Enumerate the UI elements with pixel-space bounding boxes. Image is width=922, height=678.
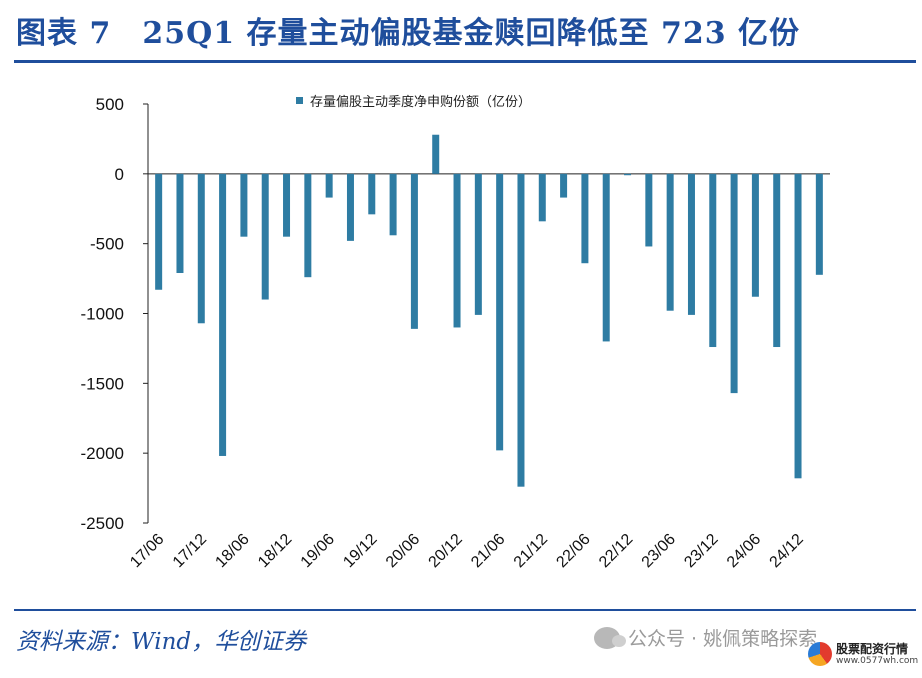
x-tick-label: 23/12 — [681, 531, 721, 571]
x-tick-label: 17/06 — [127, 531, 167, 571]
x-tick-label: 17/12 — [170, 531, 210, 571]
bar — [496, 173, 504, 451]
x-tick-label: 24/06 — [724, 531, 764, 571]
bar — [432, 134, 440, 174]
x-tick-label: 23/06 — [639, 531, 679, 571]
bar — [624, 173, 632, 176]
bar — [197, 173, 205, 324]
bar — [751, 173, 759, 297]
y-tick-label: -1500 — [81, 374, 124, 393]
logo-sub-text: www.0577wh.com — [836, 655, 919, 666]
bar — [645, 173, 653, 247]
y-tick-label: -2500 — [81, 514, 124, 533]
bar — [368, 173, 376, 215]
legend-swatch — [296, 97, 303, 104]
y-tick-label: -1000 — [81, 305, 124, 324]
x-tick-label: 18/06 — [212, 531, 252, 571]
bar — [560, 173, 568, 198]
footer-divider — [14, 609, 916, 611]
legend-label: 存量偏股主动季度净申购份额（亿份） — [310, 94, 531, 110]
bar — [709, 173, 717, 348]
x-tick-label: 22/12 — [596, 531, 636, 571]
bar — [538, 173, 546, 222]
x-tick-label: 22/06 — [553, 531, 593, 571]
bar — [474, 173, 482, 315]
bar — [794, 173, 802, 479]
bar — [666, 173, 674, 311]
bar — [346, 173, 354, 241]
y-tick-label: 0 — [115, 165, 124, 184]
bar — [155, 173, 163, 290]
bar — [240, 173, 248, 237]
bar — [304, 173, 312, 278]
x-tick-label: 20/06 — [383, 531, 423, 571]
logo-main-text: 股票配资行情 — [836, 641, 909, 656]
source-note: 资料来源：Wind，华创证券 — [16, 629, 307, 655]
x-tick-label: 19/12 — [340, 531, 380, 571]
title-divider — [14, 60, 916, 63]
logo-icon — [808, 642, 832, 666]
x-tick-label: 19/06 — [298, 531, 338, 571]
x-tick-label: 20/12 — [426, 531, 466, 571]
chart-legend: 存量偏股主动季度净申购份额（亿份） — [296, 94, 531, 110]
bar — [325, 173, 333, 198]
y-tick-label: 500 — [96, 95, 124, 114]
x-tick-label: 21/06 — [468, 531, 508, 571]
bar — [730, 173, 738, 394]
bar — [389, 173, 397, 236]
bar — [687, 173, 695, 315]
watermark-text: 公众号 · 姚佩策略探索 — [628, 628, 818, 650]
y-tick-label: -500 — [90, 235, 124, 254]
y-tick-label: -2000 — [81, 444, 124, 463]
bar — [219, 173, 227, 456]
bar — [602, 173, 610, 342]
bar — [176, 173, 184, 273]
chart-axes — [147, 104, 830, 523]
bar — [410, 173, 418, 329]
title-bar: 图表 7 25Q1 存量主动偏股基金赎回降低至 723 亿份 — [0, 0, 922, 64]
wechat-icon — [594, 626, 626, 649]
bar — [815, 173, 823, 275]
bar — [283, 173, 291, 237]
watermark: 公众号 · 姚佩策略探索 — [594, 624, 817, 651]
bar — [453, 173, 461, 328]
chart-bars — [155, 134, 823, 487]
bar — [261, 173, 269, 300]
bar — [773, 173, 781, 348]
x-tick-label: 24/12 — [767, 531, 807, 571]
site-logo: 股票配资行情 www.0577wh.com — [808, 642, 918, 666]
page-title: 图表 7 25Q1 存量主动偏股基金赎回降低至 723 亿份 — [16, 16, 801, 51]
bar — [517, 173, 525, 487]
bar — [581, 173, 589, 264]
x-tick-label: 18/12 — [255, 531, 295, 571]
x-tick-label: 21/12 — [511, 531, 551, 571]
